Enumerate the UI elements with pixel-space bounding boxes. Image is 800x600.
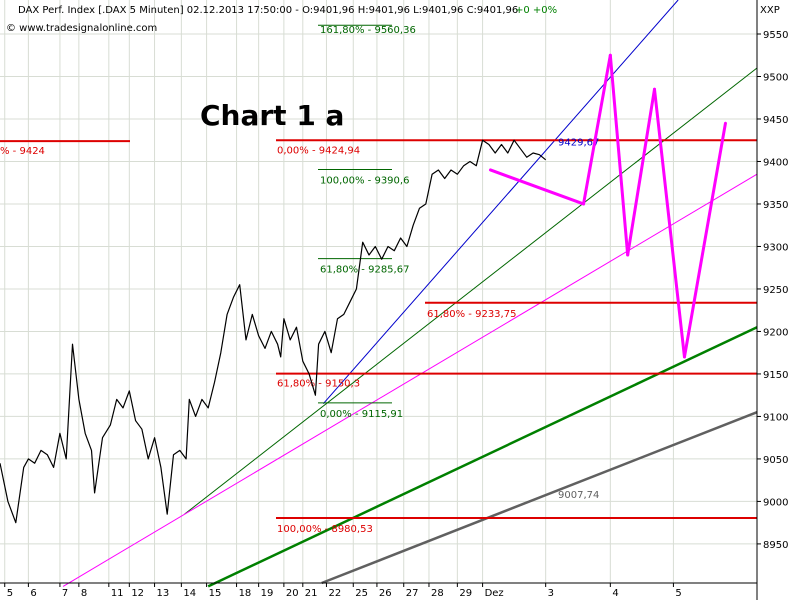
x-tick-label: 5 xyxy=(7,588,13,599)
chart-title: Chart 1 a xyxy=(200,99,344,132)
x-tick-label: 8 xyxy=(81,588,87,599)
fib-level-label: 161,80% - 9560,36 xyxy=(320,25,416,36)
x-tick-label: 11 xyxy=(111,588,124,599)
y-tick-label: 9300 xyxy=(763,242,788,253)
y-tick-label: 9000 xyxy=(763,497,788,508)
y-tick-label: 9200 xyxy=(763,327,788,338)
x-tick-label: 14 xyxy=(183,588,196,599)
instrument-header: DAX Perf. Index [.DAX 5 Minuten] 02.12.2… xyxy=(18,5,518,16)
y-tick-label: 9400 xyxy=(763,157,788,168)
fibonacci-levels: 161,80% - 9560,36 0,00% - 9424,94 100,00% … xyxy=(0,24,757,535)
trendline-thick_green xyxy=(207,326,758,588)
fib-level-label: 100,00% - 9390,6 xyxy=(320,175,409,186)
projection-segment xyxy=(582,53,612,206)
x-tick-label: 13 xyxy=(157,588,170,599)
x-tick-label: 3 xyxy=(548,588,554,599)
trendline-magenta xyxy=(62,173,758,587)
y-tick-label: 8950 xyxy=(763,540,788,551)
x-tick-label: 20 xyxy=(286,588,299,599)
x-tick-label: 25 xyxy=(355,588,368,599)
fib-level-label: 0,00% - 9424,94 xyxy=(277,145,360,156)
gray-trend-label: 9007,74 xyxy=(558,490,599,501)
x-tick-label: 7 xyxy=(62,588,68,599)
source-label: © www.tradesignalonline.com xyxy=(6,23,157,34)
x-tick-label: 4 xyxy=(612,588,618,599)
x-tick-label: 19 xyxy=(261,588,274,599)
projection-segment xyxy=(488,168,586,206)
x-tick-label: 18 xyxy=(239,588,252,599)
y-tick-label: 9350 xyxy=(763,200,788,211)
y-tick-label: 9100 xyxy=(763,412,788,423)
price-line xyxy=(0,139,547,524)
x-tick-label: 5 xyxy=(675,588,681,599)
price-series xyxy=(0,139,547,524)
projection-segment xyxy=(608,53,630,257)
y-tick-label: 9450 xyxy=(763,115,788,126)
axis-code-label: XXP xyxy=(760,5,780,16)
trendline-gray xyxy=(321,411,758,585)
x-tick-label: 21 xyxy=(305,588,318,599)
projection-segment xyxy=(652,87,686,359)
fib-level-label: 61,80% - 9233,75 xyxy=(427,309,516,320)
y-tick-label: 9250 xyxy=(763,285,788,296)
x-tick-label: 29 xyxy=(459,588,472,599)
x-tick-label: 26 xyxy=(379,588,392,599)
x-tick-label: 27 xyxy=(406,588,419,599)
fib-level-label: 100,00% - 8980,53 xyxy=(277,524,373,535)
y-tick-label: 9500 xyxy=(763,72,788,83)
y-axis: 8950 9000 9050 9100 9150 9200 9250 9300 9350 9400… xyxy=(756,0,788,600)
x-tick-label: Dez xyxy=(485,588,504,599)
fib-level-label: 61,80% - 9285,67 xyxy=(320,265,409,276)
change-readout: +0 +0% xyxy=(515,5,557,16)
projection-segment xyxy=(626,87,656,257)
y-tick-label: 9150 xyxy=(763,370,788,381)
projection-segment xyxy=(682,121,727,359)
trendlines xyxy=(62,0,758,588)
projection-path xyxy=(488,53,727,359)
x-tick-label: 22 xyxy=(328,588,341,599)
fib-level-label: 0,00% - 9115,91 xyxy=(320,409,403,420)
x-tick-label: 12 xyxy=(131,588,144,599)
trendline-thin_green xyxy=(184,67,758,515)
last-high-label: 9429,67 xyxy=(558,137,599,148)
x-axis: 5 6 7 8 11 12 13 14 15 18 19 20 21 22 25 26 27 28 29 Dez 3 4 5 xyxy=(0,582,757,599)
vertical-grid xyxy=(4,0,674,583)
y-tick-label: 9550 xyxy=(763,30,788,41)
trendline-blue xyxy=(322,0,679,405)
x-tick-label: 6 xyxy=(30,588,36,599)
fib-level-label: 61,80% - 9150,3 xyxy=(277,379,360,390)
horizontal-grid xyxy=(0,33,757,545)
x-tick-label: 28 xyxy=(431,588,444,599)
x-tick-label: 15 xyxy=(209,588,222,599)
y-tick-label: 9050 xyxy=(763,455,788,466)
left-level-label: % - 9424 xyxy=(0,146,45,157)
